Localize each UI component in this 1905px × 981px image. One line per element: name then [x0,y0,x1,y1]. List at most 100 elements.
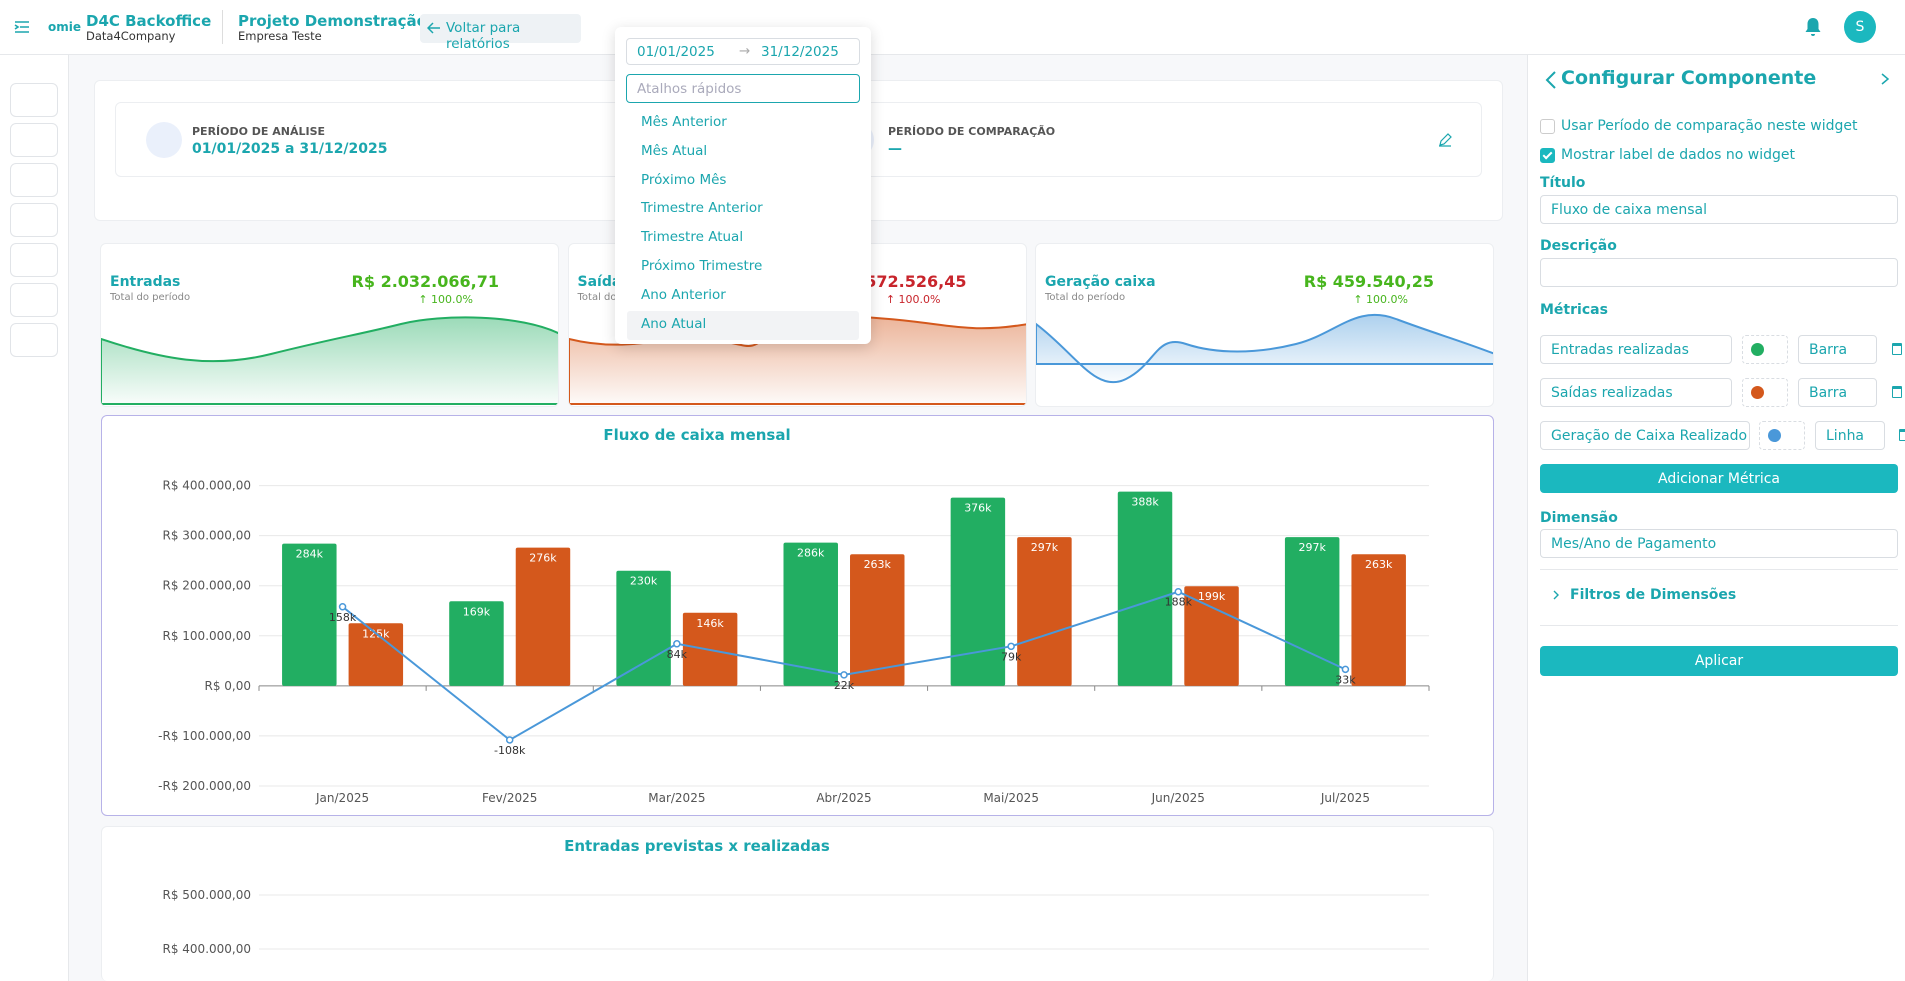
x-tick-label: Fev/2025 [482,791,537,805]
date-option[interactable]: Mês Anterior [641,114,727,130]
kpi-change: ↑ 100.0% [418,293,473,306]
config-panel: Configurar Componente Usar Período de co… [1527,55,1905,981]
kind-select[interactable]: Linha [1815,421,1885,450]
delete-icon[interactable] [1899,429,1905,441]
data-label: 284k [296,548,324,561]
field-label: Título [1540,175,1586,191]
avatar[interactable]: S [1844,11,1876,43]
chart-title: Fluxo de caixa mensal [603,426,790,444]
y-tick-label: -R$ 200.000,00 [158,779,251,793]
data-label: 263k [1365,558,1393,571]
nav-icon[interactable] [10,163,58,197]
nav-icon[interactable] [10,283,58,317]
metric-select[interactable]: Geração de Caixa Realizado [1540,421,1750,450]
title-input[interactable]: Fluxo de caixa mensal [1540,195,1898,224]
color-swatch [1751,386,1764,399]
bell-icon[interactable] [1804,17,1822,37]
metric-kind: Linha [1826,428,1865,444]
period-value: 01/01/2025 a 31/12/2025 [192,141,388,157]
bar [783,542,838,686]
line-point [338,603,347,611]
chart-card: Entradas previstas x realizadas R$ 400.00… [101,826,1494,981]
check-mark [1542,149,1553,160]
divider [222,10,223,44]
comparison-label: PERÍODO DE COMPARAÇÃO [888,125,1056,138]
data-label: 84k [667,648,688,661]
sparkline [101,316,558,405]
line-point [505,736,514,744]
color-swatch [1768,429,1781,442]
date-range[interactable]: 01/01/2025 → 31/12/2025 [626,38,860,65]
line-point [840,671,848,679]
bar [950,497,1006,686]
dimension-select[interactable]: Mes/Ano de Pagamento [1540,529,1898,558]
nav-icon[interactable] [10,123,58,157]
date-option[interactable]: Trimestre Atual [641,229,744,246]
kpi-change: ↑ 100.0% [886,293,941,306]
x-tick-label: Jun/2025 [1151,791,1205,805]
x-tick-label: Mai/2025 [983,791,1039,805]
kpi-subtitle: Total do período [1045,292,1126,303]
company: Empresa Teste [238,29,322,43]
kind-select[interactable]: Barra [1798,378,1877,407]
delete-icon[interactable] [1892,386,1902,398]
date-popover: 01/01/2025 → 31/12/2025 Atalhos rápidos … [615,27,871,344]
date-option[interactable]: Ano Anterior [641,286,726,303]
bar [1284,537,1340,686]
shortcut-select[interactable]: Atalhos rápidos [626,74,860,103]
nav-icon[interactable] [10,243,58,277]
arrow: → [739,43,751,59]
apply-button[interactable]: Aplicar [1540,646,1898,676]
data-label: -108k [494,744,526,757]
arrow-up: ↑ [885,293,899,306]
edit-icon[interactable] [1438,133,1452,147]
chart-card: Fluxo de caixa mensal -R$ 200.000,00 -R$ 1… [101,415,1494,816]
metric-name: Saídas realizadas [1551,385,1673,401]
date-option[interactable]: Trimestre Anterior [641,200,763,217]
nav-icon[interactable] [10,83,58,117]
arrow-up: ↑ [1353,293,1367,306]
delete-icon[interactable] [1892,343,1902,355]
sparkline [1036,313,1493,384]
data-label: 230k [630,575,658,588]
metric-kind: Barra [1809,385,1848,401]
color-select[interactable] [1759,421,1805,450]
field-label: Dimensão [1540,510,1618,526]
color-select[interactable] [1742,378,1788,407]
color-select[interactable] [1742,335,1788,364]
data-label: 376k [964,502,992,515]
menu-icon[interactable] [14,19,30,35]
back-button[interactable]: Voltar para relatórios [420,14,581,52]
kpi-title: Geração caixa [1045,274,1156,290]
checkbox[interactable] [1540,148,1555,163]
date-option[interactable]: Mês Atual [641,142,708,159]
checkbox-label: Mostrar label de dados no widget [1561,147,1795,163]
add-metric-button[interactable]: Adicionar Métrica [1540,464,1898,493]
expand-chevron[interactable] [1552,589,1560,601]
kpi-subtitle: Total do período [110,292,191,303]
period-label: PERÍODO DE ANÁLISE [192,125,326,138]
y-tick-label: -R$ 100.000,00 [158,729,251,743]
metric-select[interactable]: Entradas realizadas [1540,335,1732,364]
x-tick-label: Mar/2025 [648,791,705,805]
x-tick-label: Jul/2025 [1320,791,1370,805]
date-option[interactable]: Próximo Trimestre [641,258,763,274]
panel-title: Configurar Componente [1561,67,1817,89]
filters-toggle[interactable]: Filtros de Dimensões [1570,587,1737,603]
nav-icon[interactable] [10,323,58,357]
kpi-value: R$ 2.032.066,71 [351,272,499,291]
data-label: 33k [1335,673,1356,686]
back-chevron[interactable] [1544,70,1558,90]
metric-select[interactable]: Saídas realizadas [1540,378,1732,407]
checkbox[interactable] [1540,119,1555,134]
description-input[interactable] [1540,258,1898,287]
nav-icon[interactable] [10,203,58,237]
bar [1117,491,1173,686]
kind-select[interactable]: Barra [1798,335,1877,364]
date-option[interactable]: Ano Atual [627,310,859,340]
y-tick-label: R$ 200.000,00 [163,579,252,593]
line-point [1341,665,1350,674]
bar [449,601,504,686]
date-option[interactable]: Próximo Mês [641,171,727,188]
close-chevron[interactable] [1880,72,1890,86]
